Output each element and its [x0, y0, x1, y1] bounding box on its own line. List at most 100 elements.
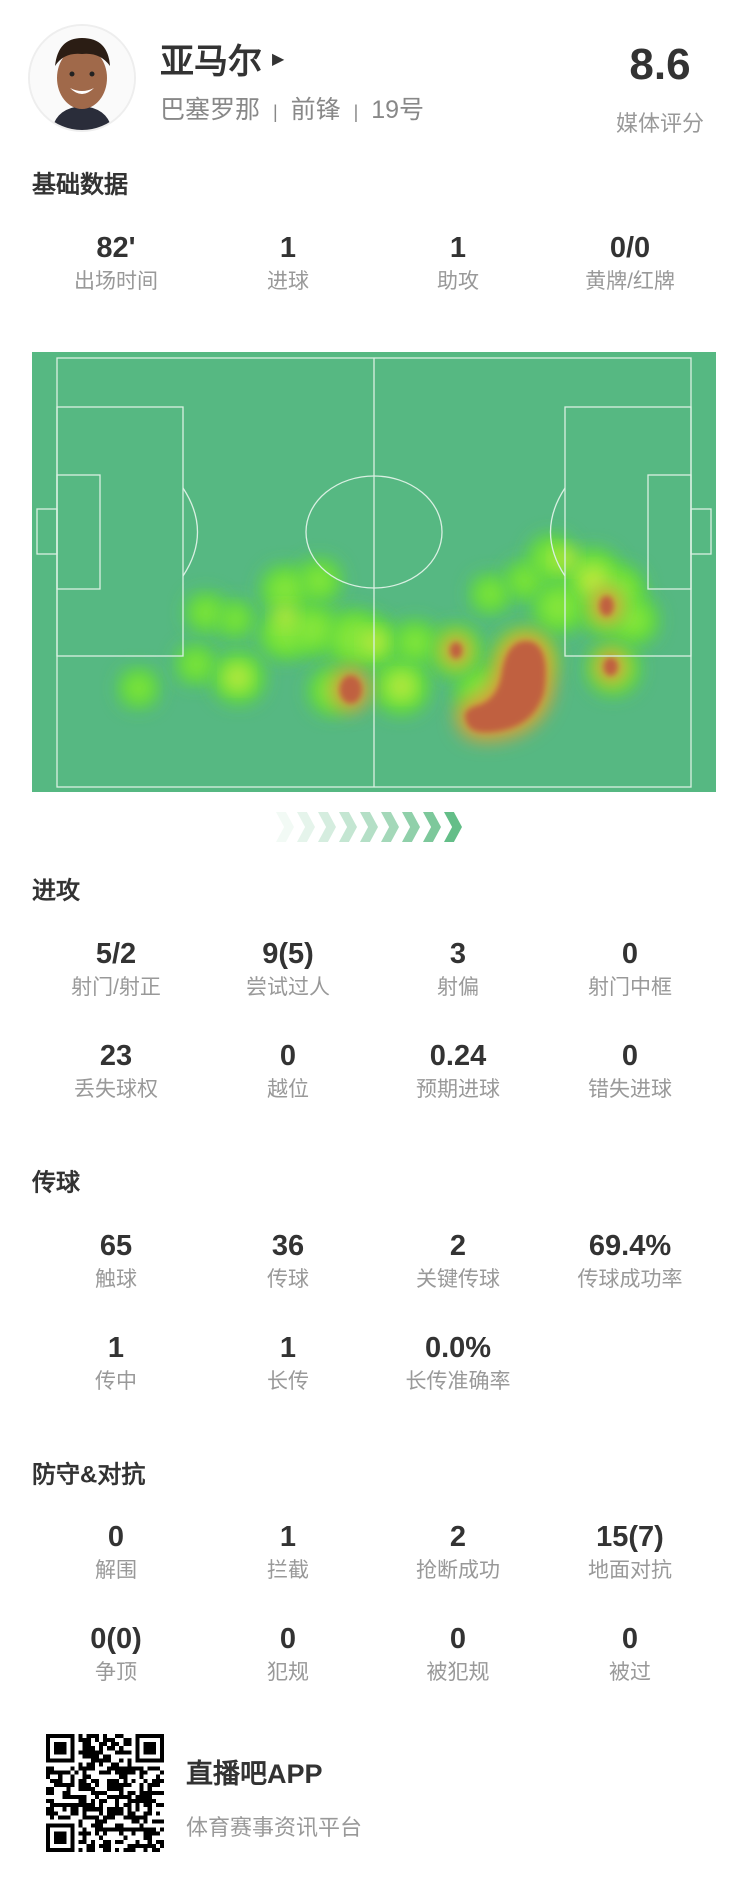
stat-label: 抢断成功	[416, 1559, 500, 1582]
heat-spot	[465, 641, 546, 733]
left-goal	[36, 508, 58, 555]
stat-value: 1	[449, 232, 467, 264]
caret-right-icon: ▶	[272, 50, 285, 68]
stat-value: 0	[621, 1623, 639, 1655]
stat-value: 69.4%	[588, 1230, 672, 1262]
stat-item: 69.4% 传球成功率	[544, 1228, 716, 1294]
media-rating-value: 8.6	[629, 40, 691, 89]
stat-label: 传球	[267, 1268, 309, 1291]
stat-item: 0 错失进球	[544, 1038, 716, 1104]
heat-spot	[478, 582, 503, 606]
heat-spot	[294, 611, 331, 648]
heatmap-pitch	[32, 352, 716, 792]
stat-label: 出场时间	[74, 270, 158, 293]
separator: |	[353, 102, 359, 122]
heat-spot	[617, 604, 650, 637]
heat-spot	[193, 600, 218, 625]
stat-label: 越位	[267, 1078, 309, 1101]
stat-value: 82'	[96, 232, 136, 264]
stat-value: 0	[107, 1521, 125, 1553]
right-goal-area	[647, 474, 692, 590]
stat-label: 传中	[95, 1370, 137, 1393]
stat-item: 15(7) 地面对抗	[544, 1519, 716, 1585]
heatmap-svg	[36, 357, 712, 788]
player-position: 前锋	[290, 96, 341, 124]
qr-code-graphic	[46, 1734, 164, 1852]
stat-item: 1 助攻	[372, 230, 544, 296]
qr-code-icon[interactable]	[46, 1734, 164, 1852]
stat-value: 0	[279, 1623, 297, 1655]
left-penalty-box	[56, 406, 184, 657]
player-name-link[interactable]: 亚马尔 ▶	[160, 34, 284, 83]
stat-item: 36 传球	[202, 1228, 374, 1294]
stat-value: 0.0%	[424, 1332, 492, 1364]
stat-item: 1 传中	[30, 1330, 202, 1396]
stat-label: 射门/射正	[71, 976, 161, 999]
heat-spot	[305, 566, 334, 595]
stat-value: 0	[449, 1623, 467, 1655]
stat-label: 地面对抗	[588, 1559, 672, 1582]
player-name: 亚马尔	[160, 43, 262, 81]
stat-item: 0(0) 争顶	[30, 1621, 202, 1687]
stat-item: 0 射门中框	[544, 936, 716, 1002]
stat-label: 尝试过人	[246, 976, 330, 999]
stat-label: 黄牌/红牌	[585, 270, 675, 293]
stat-item: 1 长传	[202, 1330, 374, 1396]
heat-spot	[540, 589, 577, 626]
attack-direction-arrows	[276, 812, 465, 842]
heat-spot	[391, 676, 412, 697]
stat-value: 0.24	[429, 1040, 487, 1072]
chevron-right-icon	[297, 812, 315, 842]
stat-label: 射门中框	[588, 976, 672, 999]
stat-value: 2	[449, 1521, 467, 1553]
stat-label: 关键传球	[416, 1268, 500, 1291]
heat-spot	[126, 676, 151, 701]
stat-label: 争顶	[95, 1661, 137, 1684]
app-tagline: 体育赛事资讯平台	[186, 1815, 363, 1840]
stat-item: 82' 出场时间	[30, 230, 202, 296]
heat-spot	[599, 595, 614, 616]
stat-label: 拦截	[267, 1559, 309, 1582]
stat-item: 9(5) 尝试过人	[202, 936, 374, 1002]
stat-item: 1 拦截	[202, 1519, 374, 1585]
heat-spot	[450, 642, 463, 659]
heat-layer	[118, 534, 658, 742]
center-circle	[305, 475, 443, 589]
stat-item: 0 犯规	[202, 1621, 374, 1687]
stat-item: 0.0% 长传准确率	[372, 1330, 544, 1396]
chevron-right-icon	[381, 812, 399, 842]
stat-item: 0 越位	[202, 1038, 374, 1104]
heat-spot	[580, 568, 605, 593]
stat-label: 传球成功率	[577, 1268, 683, 1291]
chevron-right-icon	[360, 812, 378, 842]
stat-label: 进球	[267, 270, 309, 293]
stat-label: 长传准确率	[405, 1370, 511, 1393]
stat-value: 0	[279, 1040, 297, 1072]
left-penalty-arc	[182, 487, 199, 577]
heat-spot	[275, 606, 296, 626]
stat-value: 0(0)	[90, 1623, 142, 1655]
player-number: 19号	[371, 96, 425, 124]
section-title-defense: 防守&对抗	[32, 1461, 146, 1489]
stat-label: 预期进球	[416, 1078, 500, 1101]
left-goal-area	[56, 474, 101, 590]
heat-spot	[227, 667, 248, 688]
stat-item: 23 丢失球权	[30, 1038, 202, 1104]
heat-spot	[224, 608, 247, 631]
section-title-basic: 基础数据	[32, 171, 128, 199]
stat-label: 错失进球	[588, 1078, 672, 1101]
stat-label: 助攻	[437, 270, 479, 293]
chevron-right-icon	[276, 812, 294, 842]
heat-spot	[339, 675, 362, 704]
stat-label: 被犯规	[426, 1661, 490, 1684]
stat-label: 犯规	[267, 1661, 309, 1684]
right-penalty-arc	[549, 487, 566, 577]
separator: |	[272, 102, 278, 122]
chevron-right-icon	[318, 812, 336, 842]
heat-spot	[267, 615, 304, 652]
stat-value: 2	[449, 1230, 467, 1262]
heat-spot	[603, 657, 618, 676]
stat-item: 0 解围	[30, 1519, 202, 1585]
stat-item: 0 被过	[544, 1621, 716, 1687]
player-info: 巴塞罗那 | 前锋 | 19号	[160, 90, 424, 126]
